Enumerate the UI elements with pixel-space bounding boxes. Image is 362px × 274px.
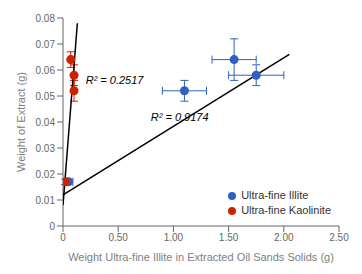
svg-text:R² = 0.2517: R² = 0.2517 xyxy=(86,74,145,86)
svg-text:0.03: 0.03 xyxy=(36,143,56,154)
svg-text:R² = 0.9174: R² = 0.9174 xyxy=(151,111,209,123)
svg-text:0.06: 0.06 xyxy=(36,65,56,76)
svg-text:1.00: 1.00 xyxy=(164,232,184,243)
svg-text:0.04: 0.04 xyxy=(36,117,56,128)
svg-text:0.02: 0.02 xyxy=(36,169,56,180)
svg-text:2.50: 2.50 xyxy=(329,232,349,243)
svg-text:0.07: 0.07 xyxy=(36,39,56,50)
html-text:Ultra-fine Kaolinite: Ultra-fine Kaolinite xyxy=(241,204,331,216)
html-text:Ultra-fine Illite: Ultra-fine Illite xyxy=(241,189,309,201)
svg-text:0.05: 0.05 xyxy=(36,91,56,102)
svg-text:Weight Ultra-fine Illite in Ex: Weight Ultra-fine Illite in Extracted Oi… xyxy=(68,251,334,263)
svg-text:0: 0 xyxy=(49,221,55,232)
svg-text:1.50: 1.50 xyxy=(219,232,239,243)
svg-text:2.00: 2.00 xyxy=(274,232,294,243)
svg-text:Weight of Extract (g): Weight of Extract (g) xyxy=(15,72,27,172)
svg-text:0.01: 0.01 xyxy=(36,195,56,206)
svg-text:0: 0 xyxy=(60,232,66,243)
svg-text:0.50: 0.50 xyxy=(108,232,128,243)
svg-text:0.08: 0.08 xyxy=(36,13,56,24)
